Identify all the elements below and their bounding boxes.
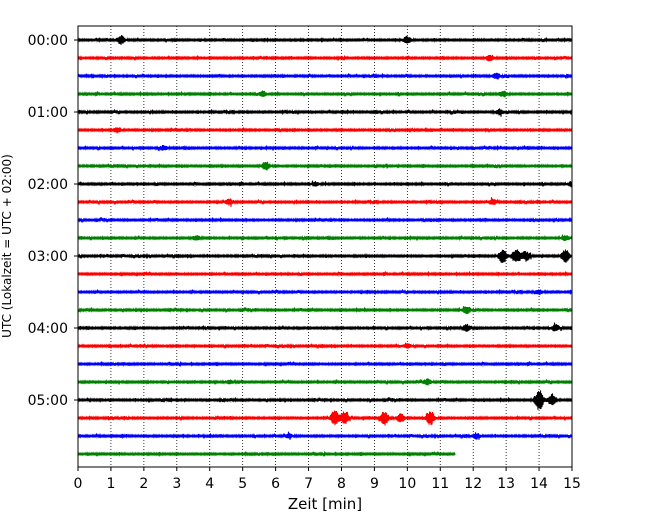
seismogram-traces [77, 35, 573, 457]
x-tick-label: 8 [337, 476, 346, 492]
x-tick-label: 5 [238, 476, 247, 492]
x-tick-label: 7 [304, 476, 313, 492]
y-axis-label: UTC (Lokalzeit = UTC + 02:00) [0, 154, 14, 338]
y-tick-label: 00:00 [28, 33, 68, 49]
x-axis-label: Zeit [min] [288, 495, 362, 513]
x-tick-label: 12 [464, 476, 482, 492]
x-tick-label: 13 [497, 476, 515, 492]
x-tick-label: 3 [172, 476, 181, 492]
x-tick-label: 14 [530, 476, 548, 492]
x-tick-label: 6 [271, 476, 280, 492]
x-tick-label: 2 [139, 476, 148, 492]
x-tick-label: 4 [205, 476, 214, 492]
y-tick-label: 01:00 [28, 105, 68, 121]
y-tick-label: 02:00 [28, 177, 68, 193]
y-tick-label: 05:00 [28, 393, 68, 409]
x-tick-label: 10 [398, 476, 416, 492]
x-tick-label: 1 [106, 476, 115, 492]
x-tick-label: 0 [74, 476, 83, 492]
x-tick-label: 15 [563, 476, 581, 492]
x-tick-label: 9 [370, 476, 379, 492]
y-tick-label: 04:00 [28, 321, 68, 337]
x-tick-label: 11 [431, 476, 449, 492]
y-axis-ticks: 00:00 01:00 02:00 03:00 04:00 05:00 [28, 33, 78, 409]
trace-line [77, 322, 573, 332]
y-tick-label: 03:00 [28, 249, 68, 265]
plot-frame [77, 25, 573, 468]
x-axis-ticks: 0 1 2 3 4 5 6 7 8 9 10 11 12 13 14 15 [74, 467, 581, 492]
